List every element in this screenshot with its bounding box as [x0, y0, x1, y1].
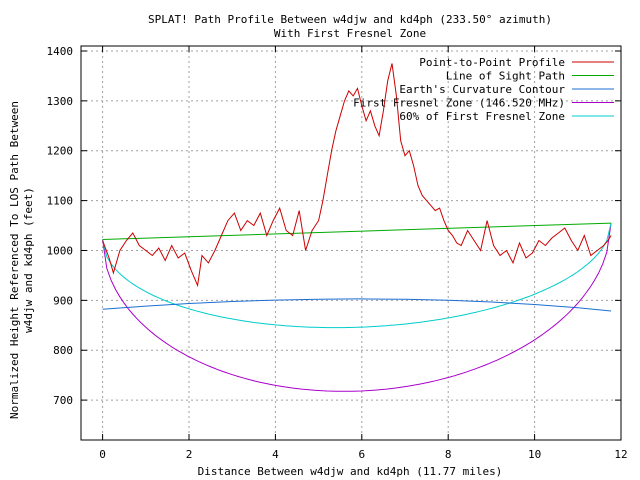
- sixty-percent-fresnel-line: [102, 222, 612, 329]
- y-tick-label: 1400: [47, 45, 74, 58]
- x-axis-label: Distance Between w4djw and kd4ph (11.77 …: [198, 465, 503, 478]
- y-tick-label: 900: [53, 294, 73, 307]
- legend-label: Earth's Curvature Contour: [399, 83, 565, 96]
- legend-label: First Fresnel Zone (146.520 MHz): [353, 97, 565, 110]
- x-tick-label: 12: [614, 448, 627, 461]
- chart-subtitle: With First Fresnel Zone: [274, 27, 426, 40]
- y-tick-label: 700: [53, 394, 73, 407]
- y-tick-label: 1000: [47, 244, 74, 257]
- line-of-sight-line: [102, 222, 612, 240]
- terrain-profile-line: [102, 63, 612, 288]
- chart-title: SPLAT! Path Profile Between w4djw and kd…: [148, 13, 552, 26]
- y-axis-label-line2: w4djw and kd4ph (feet): [22, 187, 35, 333]
- x-tick-label: 2: [186, 448, 193, 461]
- y-axis-label-line1: Normalized Height Referenced To LOS Path…: [8, 101, 21, 419]
- y-tick-label: 1300: [47, 95, 74, 108]
- earth-curvature-line: [102, 298, 612, 312]
- first-fresnel-zone-line: [102, 223, 612, 392]
- x-tick-label: 8: [445, 448, 452, 461]
- y-tick-label: 1200: [47, 145, 74, 158]
- legend-label: 60% of First Fresnel Zone: [399, 110, 565, 123]
- plot-border: [80, 45, 622, 441]
- x-tick-label: 0: [99, 448, 106, 461]
- y-tick-label: 800: [53, 344, 73, 357]
- y-tick-label: 1100: [47, 195, 74, 208]
- legend-label: Point-to-Point Profile: [419, 56, 565, 69]
- x-tick-label: 6: [358, 448, 365, 461]
- x-tick-label: 4: [272, 448, 279, 461]
- legend-label: Line of Sight Path: [446, 70, 565, 83]
- data-series: [102, 63, 612, 392]
- x-tick-label: 10: [528, 448, 541, 461]
- axis-ticks: 0 2 4 6 8 10 12 700 800 900 1000 1100 1200 1300 1400: [47, 45, 628, 461]
